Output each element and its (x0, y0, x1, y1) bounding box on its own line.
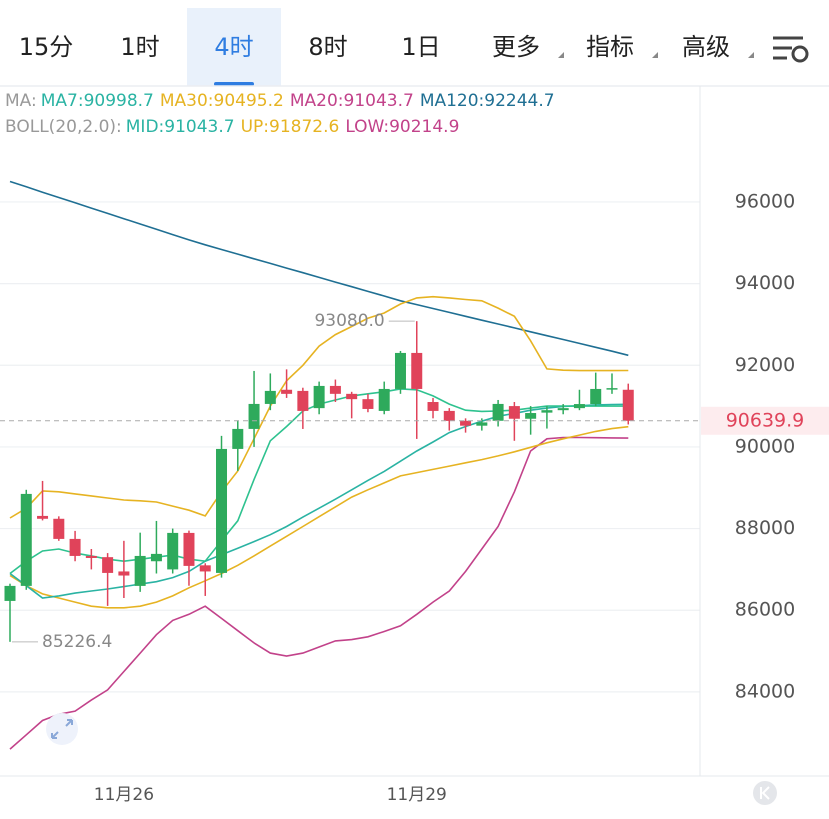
candle-body (590, 388, 602, 405)
indicator-label: MA: (5, 91, 37, 111)
tab[interactable]: 1日 (401, 33, 440, 61)
candle-body (69, 538, 81, 556)
candle-body (622, 389, 634, 421)
tab[interactable]: 4时 (214, 33, 253, 61)
candle-body (476, 422, 488, 426)
zoom-icon[interactable] (46, 713, 78, 745)
indicator-value: MA120:92244.7 (420, 91, 555, 111)
candle-body (525, 413, 537, 419)
last-price-label: 90639.9 (726, 409, 805, 431)
indicator-value: MA20:91043.7 (290, 91, 414, 111)
candle-body (297, 390, 309, 411)
candle-body (427, 402, 439, 411)
y-tick-label: 86000 (735, 599, 795, 621)
candle-body (362, 399, 374, 409)
indicator-value: LOW:90214.9 (345, 117, 459, 137)
candle-body (329, 385, 341, 394)
candle-body (313, 385, 325, 409)
tab-bar: 15分 1时 4时 8时 1日 更多 指标 高级 (19, 8, 754, 86)
indicator-value: UP:91872.6 (241, 117, 340, 137)
candle-body (378, 388, 390, 411)
candle-body (37, 515, 49, 519)
candle-body (281, 389, 293, 394)
candle-body (118, 571, 130, 576)
last-price-box (701, 406, 829, 435)
candle-body (102, 557, 114, 573)
candle-body (134, 555, 146, 586)
indicator-line (9, 180, 629, 357)
tab-dropdown-mark (748, 52, 754, 58)
tab-dropdown-mark (558, 52, 564, 58)
indicator-value: MA7:90998.7 (41, 91, 154, 111)
indicator-line (9, 425, 629, 609)
kline-toggle[interactable] (753, 781, 777, 805)
active-tab-bg (187, 8, 281, 86)
candle-body (606, 388, 618, 390)
candle-body (492, 403, 504, 421)
candle-body (411, 352, 423, 389)
tab[interactable]: 15分 (19, 33, 74, 61)
candle-body (167, 532, 179, 570)
candle-body (53, 518, 65, 539)
tab-dropdown-mark (652, 52, 658, 58)
y-tick-label: 94000 (735, 272, 795, 294)
candle-body (541, 410, 553, 413)
candle-body (216, 448, 228, 573)
candle-body (443, 410, 455, 421)
y-tick-label: 84000 (735, 680, 795, 702)
x-tick-label: 11月29 (387, 785, 447, 805)
candle-body (183, 532, 195, 566)
candle-body (4, 585, 16, 601)
max-label: 93080.0 (314, 311, 384, 331)
indicator-label: BOLL(20,2.0): (5, 117, 122, 137)
candle-body (20, 493, 32, 586)
tab[interactable]: 指标 (586, 33, 634, 61)
indicator-value: MA30:90495.2 (160, 91, 284, 111)
candle-body (232, 428, 244, 449)
indicator-line (9, 403, 629, 599)
active-tab-indicator (214, 82, 254, 86)
y-tick-label: 88000 (735, 517, 795, 539)
y-tick-label: 96000 (735, 190, 795, 212)
candle-body (264, 390, 276, 404)
candle-body (346, 393, 358, 400)
y-tick-label: 90000 (735, 435, 795, 457)
candle-body (394, 352, 406, 389)
candle-body (248, 403, 260, 429)
candle-body (508, 406, 520, 419)
candle-body (460, 420, 472, 426)
settings-icon[interactable] (773, 36, 809, 63)
candle-body (573, 404, 585, 409)
indicator-value: MID:91043.7 (126, 117, 235, 137)
tab[interactable]: 8时 (308, 33, 347, 61)
tab[interactable]: 更多 (492, 33, 540, 61)
y-tick-label: 92000 (735, 354, 795, 376)
indicator-legend: MA: MA7:90998.7 MA30:90495.2 MA20:91043.7 MA… (5, 91, 555, 137)
tab[interactable]: 1时 (120, 33, 159, 61)
candle-body (199, 565, 211, 572)
candle-body (150, 553, 162, 562)
candle-body (557, 408, 569, 411)
plot-area: 84000 86000 88000 90000 92000 94000 96000 11月26… (0, 180, 829, 805)
x-tick-label: 11月26 (94, 785, 154, 805)
candle-body (85, 555, 97, 558)
indicator-line (9, 295, 629, 519)
tab[interactable]: 高级 (682, 33, 730, 61)
indicator-line (9, 436, 629, 750)
min-label: 85226.4 (42, 632, 112, 652)
